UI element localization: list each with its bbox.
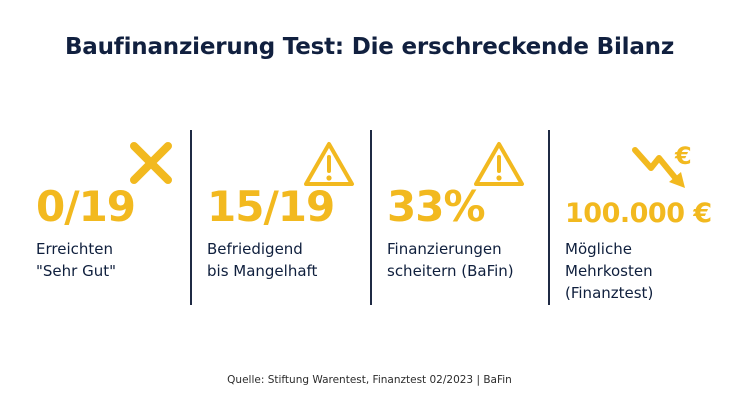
stat-label: Befriedigend bis Mangelhaft: [207, 240, 318, 280]
page-title: Baufinanzierung Test: Die erschreckende …: [64, 34, 675, 60]
stat-value: 33%: [387, 182, 486, 231]
stat-label: Mögliche Mehrkosten (Finanztest): [565, 240, 654, 302]
stat-card-mangelhaft: 15/19 Befriedigend bis Mangelhaft: [207, 140, 367, 310]
warning-icon: [304, 142, 354, 186]
source-note: Quelle: Stiftung Warentest, Finanztest 0…: [227, 374, 512, 386]
divider: [548, 130, 550, 305]
stat-card-sehr-gut: 0/19 Erreichten "Sehr Gut": [36, 140, 186, 310]
euro-trend-down-icon: €: [632, 142, 692, 188]
stat-card-scheitern: 33% Finanzierungen scheitern (BaFin): [387, 140, 547, 310]
stat-value: 100.000 €: [565, 198, 712, 229]
stat-label: Finanzierungen scheitern (BaFin): [387, 240, 514, 280]
x-mark-icon: [130, 142, 172, 184]
stat-value: 15/19: [207, 182, 335, 231]
warning-icon: [474, 142, 524, 186]
divider: [190, 130, 192, 305]
stat-value: 0/19: [36, 182, 136, 231]
svg-text:€: €: [674, 142, 692, 170]
stat-card-mehrkosten: € 100.000 € Mögliche Mehrkosten (Finanzt…: [565, 140, 730, 310]
stat-label: Erreichten "Sehr Gut": [36, 240, 117, 280]
divider: [370, 130, 372, 305]
